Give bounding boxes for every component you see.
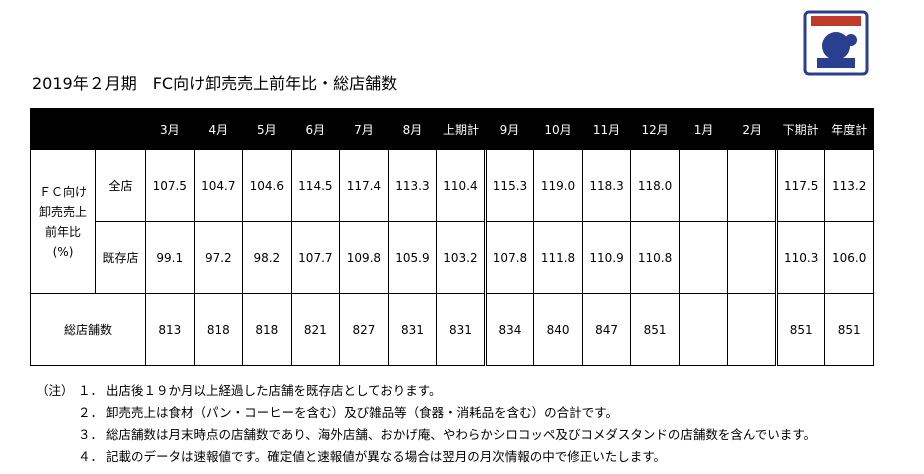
value-cell: 109.8 bbox=[339, 221, 389, 294]
note-number: １． bbox=[78, 383, 104, 398]
header-cell: 9月 bbox=[484, 108, 535, 150]
row-label: 総店舗数 bbox=[30, 293, 146, 366]
value-cell: 840 bbox=[533, 293, 583, 366]
header-cell: 5月 bbox=[242, 108, 292, 150]
header-cell: 年度計 bbox=[824, 108, 874, 150]
value-cell: 115.3 bbox=[484, 149, 535, 222]
data-row: 既存店 99.1 97.2 98.2 107.7 109.8 105.9 103.2 107.8… bbox=[31, 221, 874, 294]
row-label: 全店 bbox=[95, 149, 146, 222]
header-cell: 8月 bbox=[387, 108, 438, 150]
header-cell: 下期計 bbox=[775, 108, 826, 150]
value-cell: 847 bbox=[581, 293, 632, 366]
note: ３． 総店舗数は月末時点の店舗数であり、海外店舗、おかげ庵、やわらかシロコッペ及び… bbox=[36, 424, 816, 446]
value-cell: 813 bbox=[145, 293, 195, 366]
note-text: 総店舗数は月末時点の店舗数であり、海外店舗、おかげ庵、やわらかシロコッペ及びコメ… bbox=[106, 427, 817, 442]
value-cell: 851 bbox=[630, 293, 680, 366]
value-cell bbox=[678, 293, 729, 366]
note: （注） １． 出店後１９か月以上経過した店舗を既存店としております。 bbox=[36, 380, 816, 402]
group-label-line: 卸売売上 bbox=[38, 204, 87, 219]
data-row: ＦＣ向け 卸売売上 前年比 (%) 全店 107.5 104.7 104.6 114.5 117.… bbox=[30, 149, 874, 294]
value-cell: 851 bbox=[824, 293, 874, 366]
value-cell: 99.1 bbox=[145, 221, 195, 294]
value-cell: 106.0 bbox=[824, 221, 874, 294]
value-cell bbox=[727, 221, 778, 294]
value-cell: 110.9 bbox=[581, 221, 632, 294]
value-cell: 98.2 bbox=[242, 221, 292, 294]
value-cell: 117.4 bbox=[339, 149, 389, 222]
value-cell bbox=[678, 149, 729, 222]
value-cell: 818 bbox=[242, 293, 292, 366]
value-cell: 119.0 bbox=[533, 149, 583, 222]
value-cell: 104.6 bbox=[242, 149, 292, 222]
notes: （注） １． 出店後１９か月以上経過した店舗を既存店としております。 ２． 卸売売上は食… bbox=[36, 380, 816, 468]
group-label-line: ＦＣ向け bbox=[38, 184, 87, 199]
value-cell: 827 bbox=[339, 293, 389, 366]
note-text: 卸売売上は食材（パン・コーヒーを含む）及び雑品等（食器・消耗品を含む）の合計です… bbox=[106, 405, 618, 420]
value-cell: 107.8 bbox=[484, 221, 535, 294]
value-cell: 107.5 bbox=[145, 149, 195, 222]
note: ２． 卸売売上は食材（パン・コーヒーを含む）及び雑品等（食器・消耗品を含む）の合計… bbox=[36, 402, 816, 424]
value-cell: 118.3 bbox=[581, 149, 632, 222]
value-cell: 103.2 bbox=[436, 221, 487, 294]
header-cell: 2月 bbox=[727, 108, 777, 150]
group-label-line: 前年比 bbox=[44, 224, 81, 239]
note: ４． 記載のデータは速報値です。確定値と速報値が異なる場合は翌月の月次情報の中で修… bbox=[36, 446, 816, 468]
header-cell bbox=[30, 108, 146, 150]
row-label: 既存店 bbox=[95, 221, 146, 294]
header-cell: 7月 bbox=[339, 108, 389, 150]
header-cell: 12月 bbox=[630, 108, 680, 150]
value-cell: 818 bbox=[193, 293, 244, 366]
group-label-line: (%) bbox=[52, 244, 74, 259]
value-cell: 831 bbox=[387, 293, 438, 366]
value-cell: 107.7 bbox=[290, 221, 341, 294]
note-text: 記載のデータは速報値です。確定値と速報値が異なる場合は翌月の月次情報の中で修正い… bbox=[106, 449, 667, 464]
header-cell: 4月 bbox=[193, 108, 244, 150]
value-cell: 111.8 bbox=[533, 221, 583, 294]
value-cell: 821 bbox=[290, 293, 341, 366]
value-cell: 105.9 bbox=[387, 221, 438, 294]
value-cell: 97.2 bbox=[193, 221, 244, 294]
header-cell: 10月 bbox=[533, 108, 583, 150]
group-label: ＦＣ向け卸売売上前年比 (%) bbox=[30, 149, 96, 294]
value-cell: 110.8 bbox=[630, 221, 680, 294]
value-cell: 113.2 bbox=[824, 149, 874, 222]
value-cell: 104.7 bbox=[193, 149, 244, 222]
value-cell: 113.3 bbox=[387, 149, 438, 222]
header-cell: 11月 bbox=[581, 108, 632, 150]
value-cell: 110.4 bbox=[436, 149, 487, 222]
note-text: 出店後１９か月以上経過した店舗を既存店としております。 bbox=[106, 383, 442, 398]
note-number: ３． bbox=[78, 427, 104, 442]
note-number: ２． bbox=[78, 405, 104, 420]
header-cell: 上期計 bbox=[436, 108, 486, 150]
value-cell bbox=[678, 221, 729, 294]
stores-row: 総店舗数 813 818 818 821 827 831 831 834 840 847 851 851… bbox=[30, 293, 874, 366]
value-cell: 831 bbox=[436, 293, 487, 366]
value-cell: 114.5 bbox=[290, 149, 341, 222]
header-cell: 3月 bbox=[145, 108, 195, 150]
logo bbox=[803, 10, 869, 76]
data-table: 3月 4月 5月 6月 7月 8月 上期計 9月 10月 11月 12月 1月 2月 下期計 年度計 ＦＣ向け… bbox=[30, 108, 874, 366]
header-row: 3月 4月 5月 6月 7月 8月 上期計 9月 10月 11月 12月 1月 2月 下期計 年度計 bbox=[30, 108, 874, 150]
title: 2019年２月期 FC向け卸売売上前年比・総店舗数 bbox=[32, 74, 398, 93]
value-cell: 851 bbox=[775, 293, 826, 366]
value-cell: 118.0 bbox=[630, 149, 680, 222]
note-number: ４． bbox=[78, 449, 104, 464]
header-cell: 6月 bbox=[290, 108, 341, 150]
value-cell: 117.5 bbox=[775, 149, 826, 222]
note-label: （注） bbox=[36, 383, 74, 398]
value-cell: 110.3 bbox=[775, 221, 826, 294]
value-cell: 834 bbox=[484, 293, 535, 366]
value-cell bbox=[727, 149, 778, 222]
value-cell bbox=[727, 293, 778, 366]
header-cell: 1月 bbox=[678, 108, 729, 150]
